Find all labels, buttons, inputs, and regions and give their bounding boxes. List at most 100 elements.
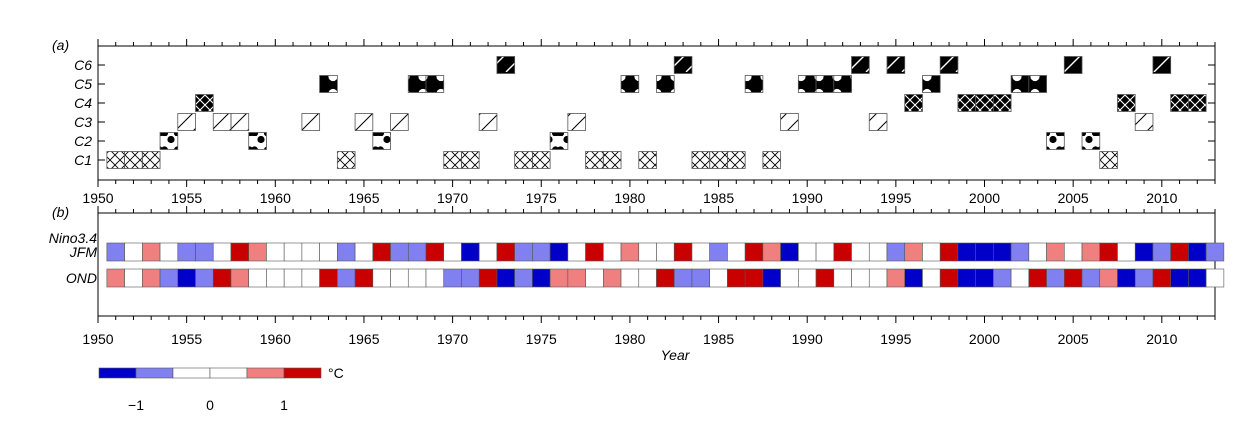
cell-jfm-2009 [1134,242,1154,262]
cell-ond-2007 [1099,268,1118,288]
panel-b-row-labels: JFM OND [66,244,97,286]
cell-jfm-1960 [266,242,285,262]
cell-ond-1982 [656,268,675,288]
colorbar-tick-label: 0 [206,397,214,413]
cell-ond-1999 [957,268,976,288]
colorbar-tick-label: 1 [280,397,288,413]
cell-ond-1970 [443,268,462,288]
cell-jfm-1995 [886,242,906,262]
mark-c5-1969 [425,75,445,93]
x-tick-label-b: 1960 [260,331,291,347]
x-tick-label-a: 1985 [703,190,734,206]
mark-c5-1992 [833,75,852,93]
colorbar-boxes [98,367,322,379]
cell-jfm-1976 [549,242,569,262]
cell-ond-1994 [868,268,888,288]
cell-ond-1958 [230,268,250,288]
cell-ond-1983 [673,268,693,288]
panel-a-row-labels: C1 C2 C3 C4 C5 C6 [74,57,92,168]
cell-jfm-1989 [780,242,799,262]
mark-c5-1968 [407,75,427,93]
colorbar-tick-label: −1 [128,397,144,413]
mark-c6-1995 [886,56,906,74]
panel-b-cells [106,242,1225,288]
cell-jfm-2001 [993,242,1012,262]
mark-c1-1951 [106,151,125,169]
cell-jfm-1958 [230,242,250,262]
cell-ond-2008 [1117,268,1136,288]
mark-c1-1970 [443,151,462,169]
cell-jfm-1986 [727,242,746,262]
cell-ond-1956 [195,268,214,288]
cell-ond-1963 [319,268,338,288]
x-tick-label-b: 2005 [1058,331,1089,347]
mark-c4-1999 [957,94,977,112]
row-label-c1: C1 [74,152,92,168]
x-tick-label-b: 1985 [703,331,734,347]
cell-jfm-1953 [142,242,161,262]
cell-ond-1976 [549,268,569,288]
cell-jfm-1971 [461,242,480,262]
cell-ond-1974 [514,268,533,288]
cell-ond-1971 [461,268,480,288]
cell-jfm-2006 [1081,242,1101,262]
mark-c4-2012 [1188,94,1207,112]
x-axis-label: Year [661,347,691,363]
cell-jfm-1966 [372,242,391,262]
cell-ond-2006 [1081,268,1101,288]
x-tick-label-b: 1950 [82,331,113,347]
cell-ond-1996 [904,268,923,288]
cell-ond-1997 [922,268,941,288]
cell-jfm-1983 [673,242,693,262]
cell-jfm-1955 [177,242,196,262]
mark-c6-1973 [496,56,516,74]
cell-jfm-1969 [425,242,445,262]
colorbar-unit: °C [328,365,344,381]
cell-ond-1957 [212,268,232,288]
colorbar: −1 0 1 °C [98,365,344,413]
cell-jfm-1964 [337,242,356,262]
mark-c5-2003 [1028,75,1047,93]
cell-ond-1966 [372,268,391,288]
cell-ond-2003 [1028,268,1047,288]
mark-c2-1959 [248,132,267,150]
cell-jfm-1968 [407,242,427,262]
cell-jfm-1962 [301,242,320,262]
cell-ond-2002 [1010,268,1030,288]
mark-c4-2001 [992,94,1012,112]
cell-ond-1987 [744,268,764,288]
mark-c4-2000 [975,94,994,112]
cell-ond-1973 [496,268,515,288]
cell-jfm-1994 [868,242,888,262]
cell-ond-1953 [142,268,161,288]
cell-jfm-1992 [833,242,852,262]
cell-jfm-2010 [1152,242,1171,262]
cell-jfm-1952 [124,242,143,262]
cell-ond-1955 [177,268,196,288]
cell-jfm-1959 [248,242,267,262]
cell-jfm-1954 [159,242,179,262]
cell-ond-1954 [159,268,179,288]
cell-jfm-2005 [1063,242,1083,262]
cell-ond-1981 [638,268,657,288]
panel-a: (a) C1 C2 C3 C4 C5 C6 1950 1955 1960 1965 1970 197… [52,37,1216,206]
mark-c1-1964 [336,151,356,169]
mark-c3-1972 [478,113,498,131]
cell-ond-1965 [354,268,374,288]
panel-a-frame [97,45,1216,181]
cell-jfm-1987 [744,242,764,262]
x-tick-label-b: 1975 [526,331,557,347]
x-tick-label-a: 2010 [1146,190,1177,206]
panel-a-marks [106,56,1207,169]
cell-ond-1989 [780,268,799,288]
cell-ond-2011 [1170,268,1189,288]
colorbar-box [98,367,137,379]
colorbar-box [135,367,174,379]
cell-ond-1969 [425,268,445,288]
mark-c3-1957 [212,113,232,131]
panel-b-frame [97,212,1216,317]
cell-ond-2005 [1063,268,1083,288]
mark-c6-2010 [1152,56,1172,74]
x-tick-label-b: 1970 [437,331,468,347]
mark-c1-2007 [1099,151,1118,169]
